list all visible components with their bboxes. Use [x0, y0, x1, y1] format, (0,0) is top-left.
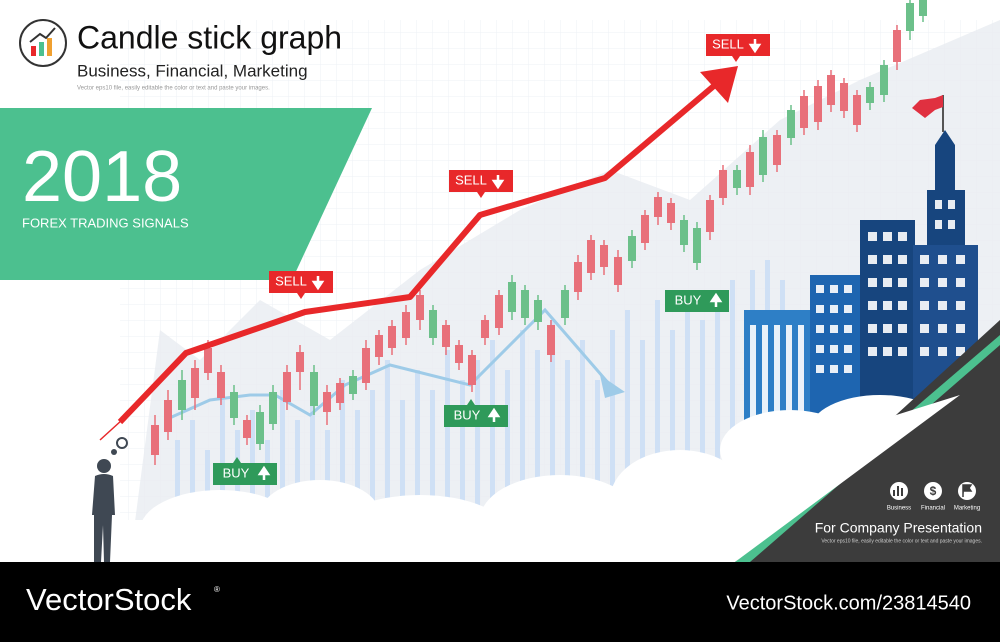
signal: SELL	[706, 34, 770, 62]
banner-year: 2018	[22, 137, 182, 217]
signal: SELL	[449, 170, 513, 198]
signal: BUY	[213, 457, 277, 485]
marketing-icon	[962, 484, 973, 497]
footer-id: VectorStock.com/23814540	[726, 592, 971, 614]
signal-label: BUY	[223, 465, 250, 480]
icon-circle	[924, 482, 942, 500]
icon-label: Financial	[921, 506, 945, 512]
banner-caption: FOREX TRADING SIGNALS	[22, 215, 189, 230]
business-icon	[893, 486, 903, 496]
rise-arrow-tail	[99, 419, 123, 441]
signal: BUY	[665, 290, 729, 312]
subtitle: Business, Financial, Marketing	[77, 61, 308, 80]
signal-label: SELL	[455, 172, 487, 187]
rise-arrowhead	[700, 66, 738, 103]
financial-glyph: $	[930, 484, 937, 498]
man	[92, 437, 128, 562]
footer-bar	[0, 562, 1000, 642]
signal-label: BUY	[454, 407, 481, 422]
footer-brand: VectorStock	[26, 582, 192, 617]
header-note: Vector eps10 file, easily editable the c…	[77, 86, 270, 92]
signal-label: SELL	[712, 36, 744, 51]
rise-arrow	[117, 82, 717, 425]
footer-mark: ®	[214, 585, 220, 594]
logo-chart	[29, 27, 56, 56]
candles	[151, 0, 927, 465]
icon-label: Marketing	[954, 506, 980, 512]
icon-label: Business	[887, 506, 911, 512]
trend-arrow	[600, 375, 625, 398]
panel-note: Vector eps10 file, easily editable the c…	[821, 538, 982, 544]
panel-title: For Company Presentation	[815, 520, 982, 536]
signal-label: BUY	[675, 292, 702, 307]
signal: SELL	[269, 271, 333, 299]
panel-cloud	[735, 395, 960, 562]
signal-label: SELL	[275, 273, 307, 288]
signal: BUY	[444, 399, 508, 427]
title: Candle stick graph	[77, 19, 342, 55]
banner	[0, 108, 372, 280]
